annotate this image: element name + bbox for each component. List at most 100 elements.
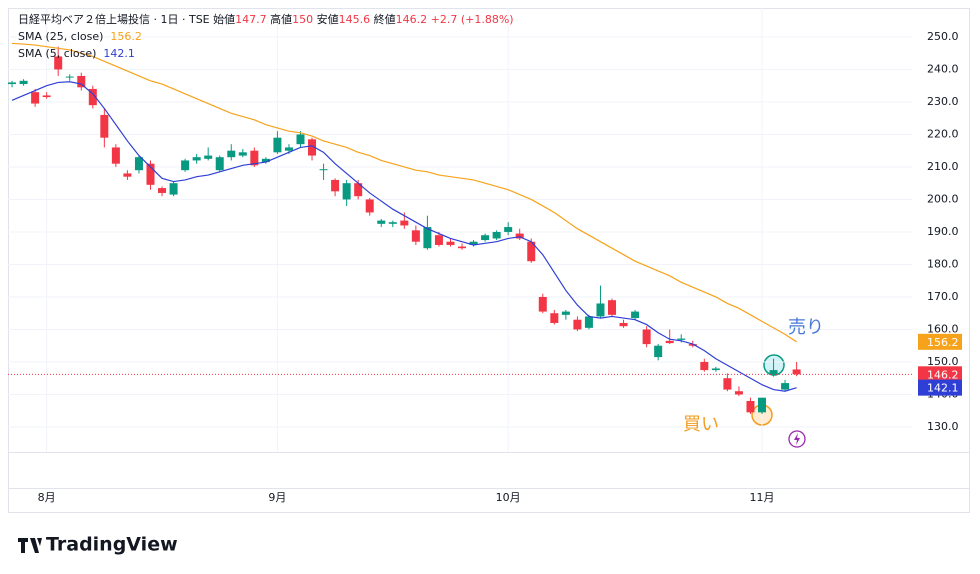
candle-body bbox=[596, 303, 605, 317]
candle-body bbox=[331, 179, 340, 192]
candle-body bbox=[250, 150, 259, 166]
candle-body bbox=[134, 157, 143, 171]
candle-body bbox=[308, 139, 317, 156]
candle-body bbox=[342, 183, 351, 200]
price-tag bbox=[918, 366, 962, 383]
price-tag-label: 146.2 bbox=[927, 368, 959, 381]
sma-legend: SMA (5, close) 142.1 bbox=[18, 45, 514, 62]
candle-body bbox=[550, 313, 559, 323]
ohlc-value: 150 bbox=[292, 13, 314, 26]
x-tick-label: 9月 bbox=[268, 491, 286, 504]
annotation: 買い bbox=[683, 414, 719, 435]
candle-body bbox=[723, 378, 732, 390]
candle-body bbox=[515, 233, 524, 239]
x-tick-label: 10月 bbox=[496, 491, 521, 504]
candle-body bbox=[111, 147, 120, 164]
ohlc-value: 146.2 bbox=[395, 13, 428, 26]
candle-body bbox=[481, 235, 490, 241]
logo-text: TradingView bbox=[46, 534, 178, 556]
candle-body bbox=[273, 137, 282, 153]
ohlc-label: 終値 bbox=[373, 13, 396, 26]
candle-body bbox=[434, 235, 443, 245]
ohlc-label: 始値 bbox=[213, 13, 236, 26]
candle-body bbox=[284, 147, 293, 151]
candle-body bbox=[527, 241, 536, 262]
sma-line bbox=[12, 42, 797, 343]
candle-body bbox=[631, 311, 640, 319]
candle-body bbox=[204, 155, 213, 159]
y-tick-label: 230.0 bbox=[927, 95, 959, 108]
candle-body bbox=[77, 75, 86, 88]
price-tag-label: 156.2 bbox=[927, 336, 959, 349]
x-tick-label: 8月 bbox=[38, 491, 56, 504]
y-tick-label: 170.0 bbox=[927, 290, 959, 303]
price-tag bbox=[918, 379, 962, 396]
change: +2.7 (+1.88%) bbox=[430, 13, 514, 26]
y-tick-label: 150.0 bbox=[927, 355, 959, 368]
candle-body bbox=[296, 134, 305, 145]
legend-name: SMA (5, close) bbox=[18, 47, 97, 60]
candle-body bbox=[734, 391, 743, 395]
candle-body bbox=[781, 383, 790, 390]
candle-body bbox=[238, 152, 247, 156]
candle-body bbox=[88, 88, 97, 106]
candle-body bbox=[654, 345, 663, 358]
candle-body bbox=[123, 173, 132, 177]
y-tick-label: 130.0 bbox=[927, 420, 959, 433]
candle-body bbox=[100, 114, 109, 138]
candle-body bbox=[377, 220, 386, 224]
candle-body bbox=[192, 157, 201, 161]
candle-body bbox=[665, 340, 674, 344]
candle-body bbox=[561, 311, 570, 315]
event-icon bbox=[788, 430, 806, 448]
candle-body bbox=[746, 400, 755, 413]
candle-body bbox=[365, 199, 374, 213]
candle-body bbox=[769, 370, 778, 375]
candle-body bbox=[319, 169, 328, 171]
candle-body bbox=[492, 231, 501, 239]
y-tick-label: 210.0 bbox=[927, 160, 959, 173]
annotation: 売り bbox=[788, 317, 824, 338]
candle-body bbox=[388, 222, 397, 224]
candle-body bbox=[261, 158, 270, 163]
event-bolt bbox=[794, 433, 800, 445]
sma-line bbox=[11, 81, 797, 392]
candle-body bbox=[504, 227, 513, 232]
price-tag-label: 142.1 bbox=[927, 382, 959, 395]
candle-body bbox=[584, 316, 593, 328]
y-tick-label: 190.0 bbox=[927, 225, 959, 238]
header-row: 日経平均ベア２倍上場投信 · 1日 · TSE 始値147.7 高値150 安値… bbox=[18, 11, 514, 28]
candle-body bbox=[169, 183, 178, 195]
y-tick-label: 180.0 bbox=[927, 257, 959, 270]
candle-body bbox=[608, 300, 617, 315]
y-tick-label: 240.0 bbox=[927, 62, 959, 75]
candle-body bbox=[65, 76, 74, 78]
sma-legend: SMA (25, close) 156.2 bbox=[18, 28, 514, 45]
candle-body bbox=[700, 361, 709, 371]
candle-body bbox=[573, 319, 582, 330]
ohlc-value: 147.7 bbox=[235, 13, 267, 26]
y-tick-label: 160.0 bbox=[927, 322, 959, 335]
candle-body bbox=[711, 368, 720, 371]
candle-body bbox=[8, 82, 17, 85]
candle-body bbox=[642, 329, 651, 345]
candle-body bbox=[538, 296, 547, 312]
legend: 日経平均ベア２倍上場投信 · 1日 · TSE 始値147.7 高値150 安値… bbox=[18, 11, 514, 62]
candle-body bbox=[400, 220, 409, 226]
candle-body bbox=[446, 241, 455, 245]
candle-body bbox=[54, 56, 63, 70]
grid bbox=[8, 8, 912, 452]
logo-icon bbox=[18, 538, 42, 553]
candle-body bbox=[792, 369, 801, 375]
candle-body bbox=[411, 230, 420, 242]
y-tick-label: 200.0 bbox=[927, 192, 959, 205]
candle-body bbox=[31, 92, 40, 104]
frame bbox=[8, 8, 970, 513]
candle-body bbox=[458, 246, 467, 249]
ohlc-value: 145.6 bbox=[338, 13, 371, 26]
y-tick-label: 220.0 bbox=[927, 127, 959, 140]
candle-body bbox=[619, 322, 628, 327]
candle-body bbox=[758, 397, 767, 413]
